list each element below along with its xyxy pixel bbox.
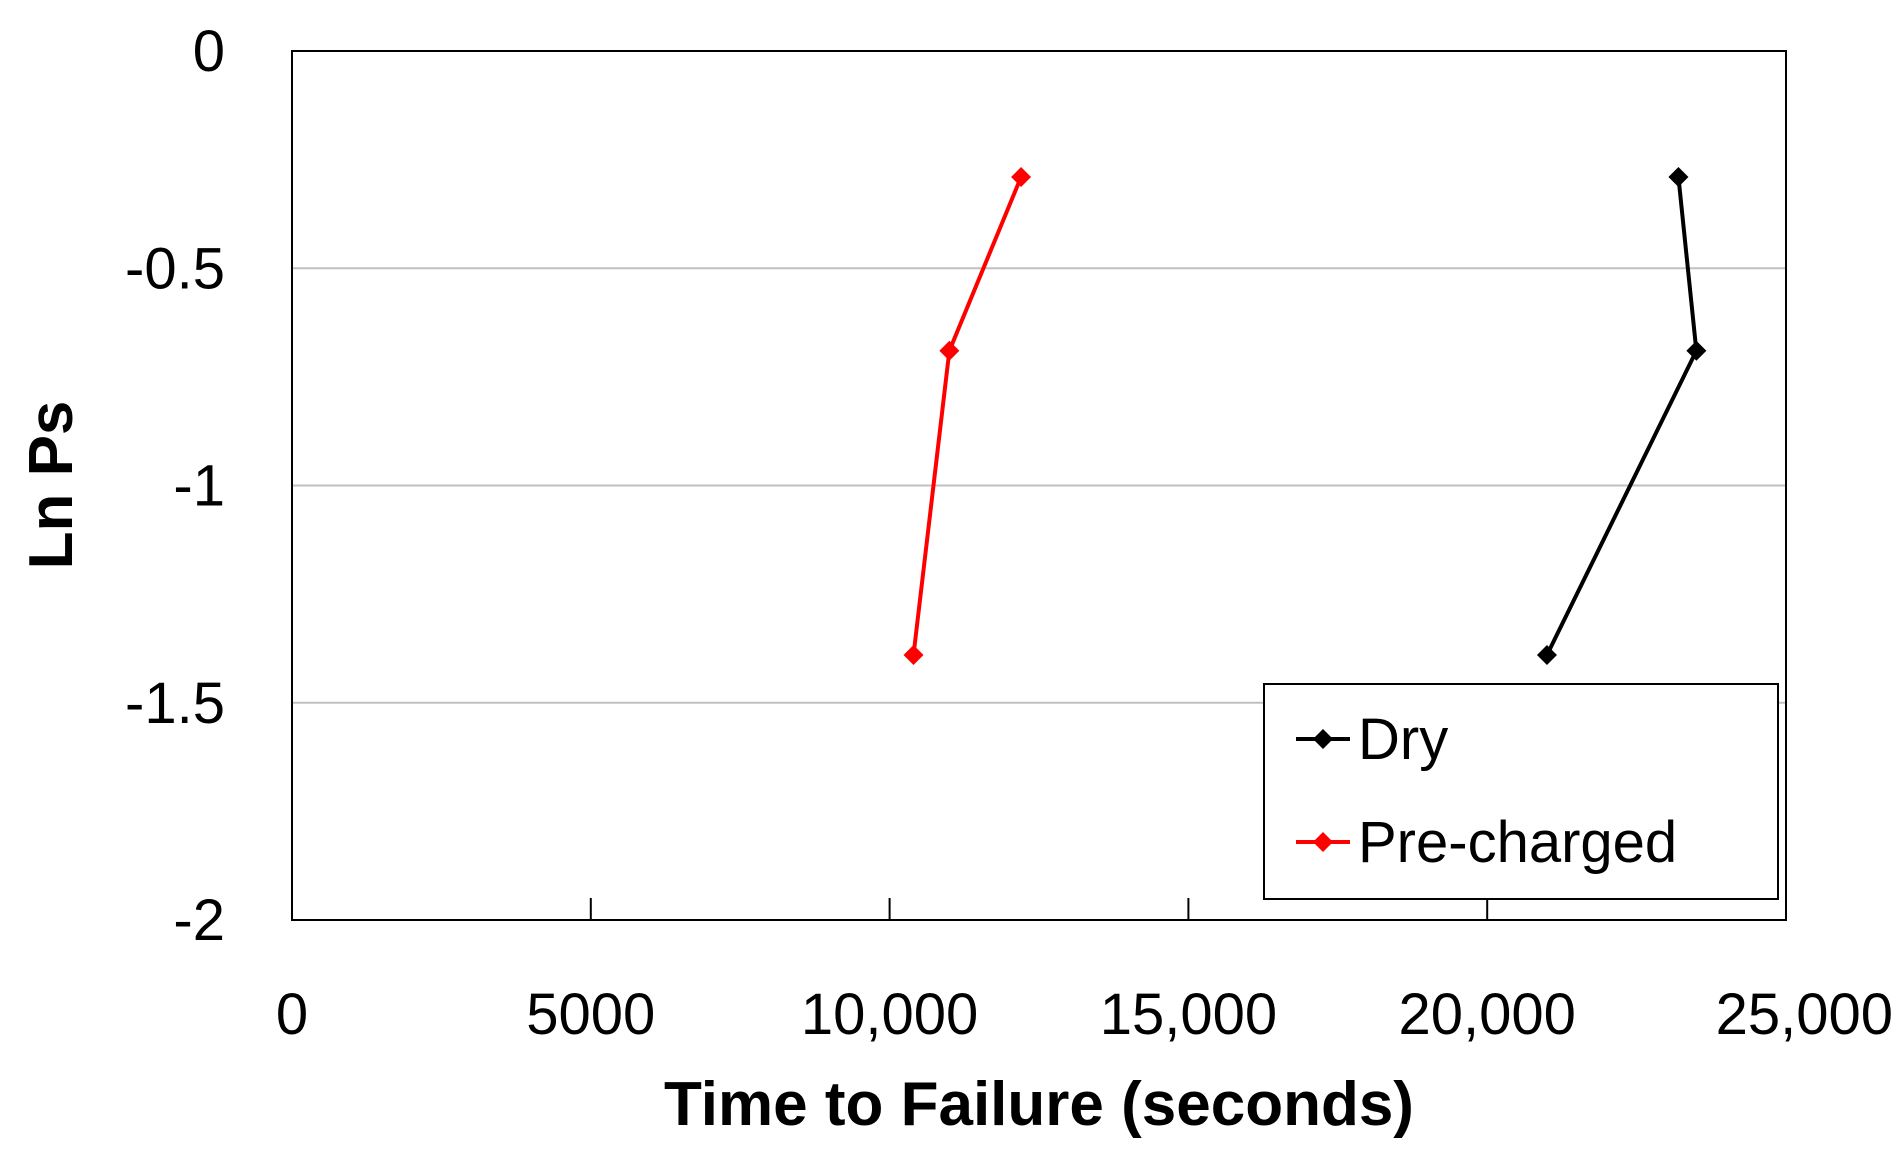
y-tick-label: -0.5 bbox=[125, 236, 225, 301]
legend-box bbox=[1263, 683, 1779, 900]
data-point-pre-charged bbox=[903, 644, 924, 665]
legend-label: Pre-charged bbox=[1358, 810, 1677, 875]
y-tick-label: 0 bbox=[193, 19, 225, 84]
series-pre-charged bbox=[903, 167, 1032, 665]
x-axis-title: Time to Failure (seconds) bbox=[664, 1070, 1414, 1139]
legend-item-pre-charged: Pre-charged bbox=[1296, 810, 1677, 875]
data-point-pre-charged bbox=[939, 340, 960, 361]
y-axis-ticks: 0 -0.5 -1 -1.5 -2 bbox=[125, 19, 225, 953]
data-point-pre-charged bbox=[1011, 167, 1032, 188]
data-point-dry bbox=[1536, 644, 1557, 665]
legend-swatch-marker bbox=[1313, 832, 1333, 852]
legend-item-dry: Dry bbox=[1296, 707, 1448, 772]
gridlines bbox=[292, 267, 1786, 704]
legend: Dry Pre-charged bbox=[1263, 683, 1779, 900]
legend-label: Dry bbox=[1358, 707, 1448, 772]
x-tick-label: 25,000 bbox=[1716, 982, 1893, 1047]
x-tick-label: 5000 bbox=[526, 982, 655, 1047]
data-point-dry bbox=[1668, 167, 1689, 188]
y-tick-label: -1 bbox=[173, 454, 225, 519]
y-axis-title: Ln Ps bbox=[17, 401, 86, 570]
series-line-pre-charged bbox=[911, 176, 1023, 656]
data-point-dry bbox=[1686, 340, 1707, 361]
x-tick-label: 10,000 bbox=[801, 982, 978, 1047]
series-line-dry bbox=[1545, 176, 1699, 656]
series-dry bbox=[1536, 167, 1707, 665]
y-tick-label: -2 bbox=[173, 888, 225, 953]
x-axis-ticks: 0 5000 10,000 15,000 20,000 25,000 bbox=[276, 898, 1893, 1047]
y-tick-label: -1.5 bbox=[125, 671, 225, 736]
x-tick-label: 15,000 bbox=[1100, 982, 1277, 1047]
x-tick-label: 20,000 bbox=[1398, 982, 1575, 1047]
x-tick-label: 0 bbox=[276, 982, 308, 1047]
plot-area-frame bbox=[291, 50, 1787, 921]
data-series bbox=[903, 167, 1707, 665]
legend-swatch-marker bbox=[1313, 729, 1333, 749]
